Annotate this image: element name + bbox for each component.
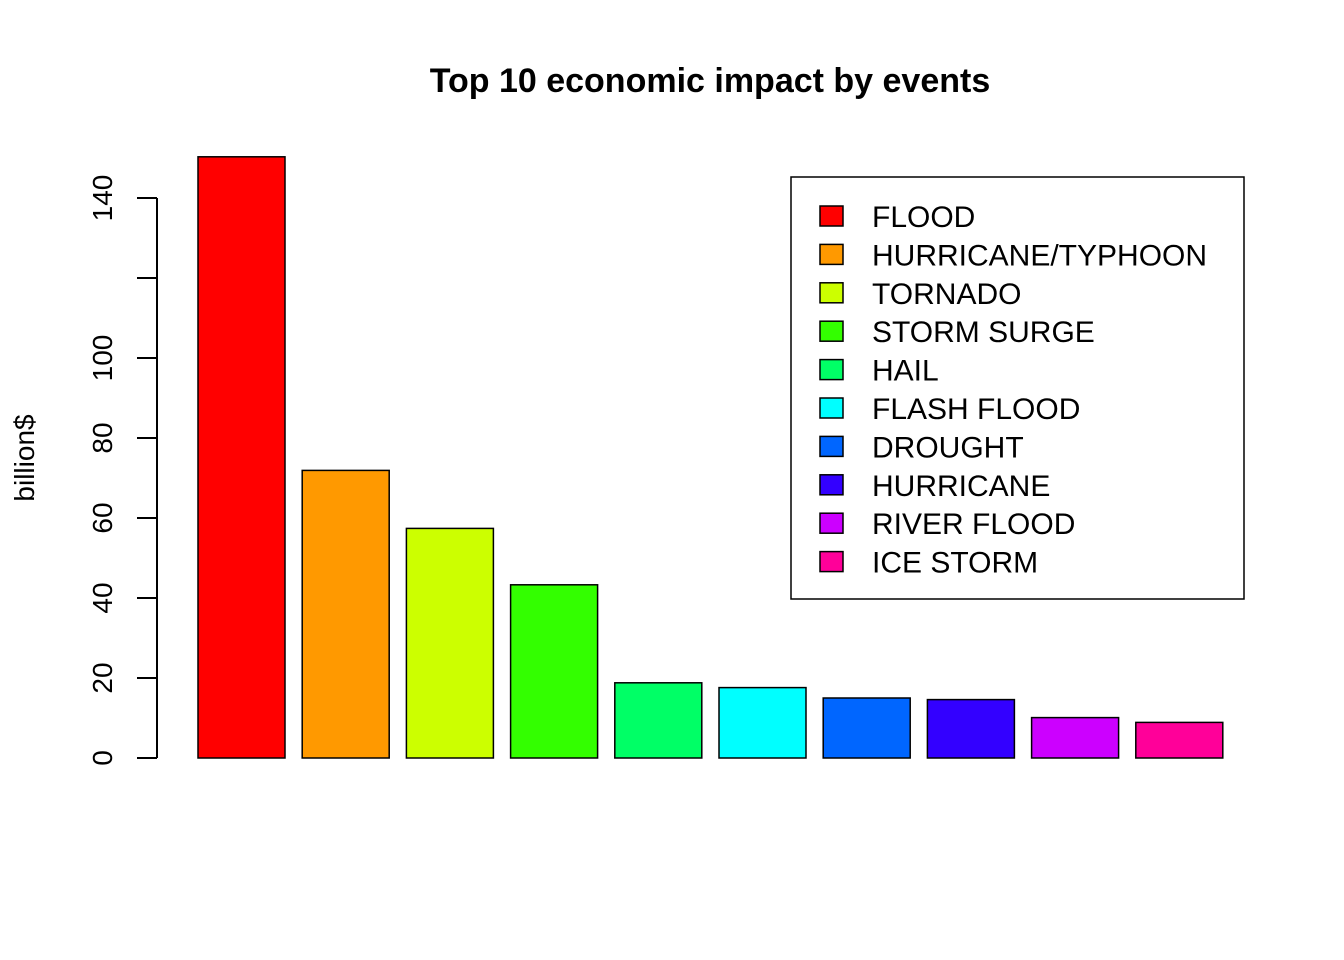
y-axis: 0 20 40 60 80 100 140 bbox=[87, 175, 158, 766]
legend-swatch bbox=[819, 435, 844, 458]
legend: FLOOD HURRICANE/TYPHOON TORNADO STORM SURGE… bbox=[790, 176, 1245, 600]
bar bbox=[614, 682, 703, 759]
legend-entry: TORNADO bbox=[872, 278, 1021, 311]
y-tick-label: 0 bbox=[87, 750, 118, 766]
bar bbox=[718, 686, 807, 759]
chart-title: Top 10 economic impact by events bbox=[430, 62, 991, 100]
legend-swatch bbox=[819, 243, 844, 266]
bar bbox=[1135, 721, 1224, 759]
bar bbox=[926, 698, 1016, 759]
y-axis-label: billion$ bbox=[9, 414, 40, 502]
bar bbox=[405, 527, 495, 759]
y-tick-label: 20 bbox=[87, 662, 118, 693]
legend-entry: DROUGHT bbox=[872, 431, 1024, 464]
y-tick-label: 40 bbox=[87, 582, 118, 613]
legend-swatch bbox=[819, 474, 844, 496]
legend-entry: FLOOD bbox=[872, 201, 975, 234]
legend-swatch bbox=[819, 512, 844, 534]
legend-entry: HURRICANE/TYPHOON bbox=[872, 239, 1207, 272]
legend-swatch bbox=[819, 205, 844, 227]
legend-entry: HURRICANE bbox=[872, 470, 1050, 503]
legend-box bbox=[790, 176, 1245, 600]
legend-swatch bbox=[819, 358, 844, 381]
legend-swatch bbox=[819, 320, 844, 342]
legend-swatch bbox=[819, 550, 844, 573]
y-tick-label: 60 bbox=[87, 502, 118, 533]
legend-swatch bbox=[819, 397, 844, 419]
y-tick-label: 100 bbox=[87, 335, 118, 382]
legend-entry: ICE STORM bbox=[872, 547, 1038, 580]
legend-entry: FLASH FLOOD bbox=[872, 393, 1080, 426]
legend-entry: STORM SURGE bbox=[872, 316, 1095, 349]
legend-entry: RIVER FLOOD bbox=[872, 508, 1075, 541]
y-tick-label: 80 bbox=[87, 422, 118, 453]
legend-swatch bbox=[819, 282, 844, 304]
bar bbox=[301, 469, 390, 759]
bar bbox=[822, 697, 911, 759]
bar bbox=[197, 156, 286, 759]
y-tick-label: 140 bbox=[87, 175, 118, 222]
bar bbox=[509, 584, 599, 759]
bar bbox=[1030, 716, 1120, 759]
bars bbox=[197, 156, 1224, 759]
legend-entry: HAIL bbox=[872, 355, 939, 388]
